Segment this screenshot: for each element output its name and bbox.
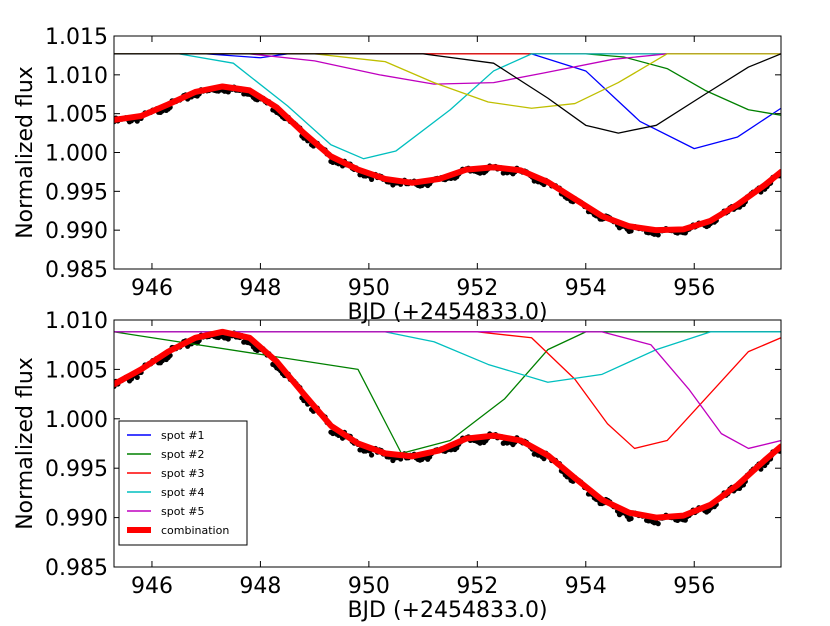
observed-point	[225, 336, 231, 342]
x-tick-label: 956	[673, 574, 715, 599]
legend-label: spot #4	[161, 486, 204, 499]
legend-label: spot #2	[161, 448, 204, 461]
x-tick-label: 952	[456, 276, 498, 301]
y-tick-label: 1.005	[45, 358, 108, 383]
y-tick-label: 0.995	[45, 180, 108, 205]
x-tick-label: 948	[239, 574, 281, 599]
legend-label: spot #3	[161, 467, 204, 480]
observed-point	[628, 515, 634, 522]
x-tick-label: 956	[673, 276, 715, 301]
observed-point	[655, 521, 661, 527]
x-tick-label: 950	[348, 574, 390, 599]
y-tick-label: 1.015	[45, 25, 108, 50]
plot-area	[114, 53, 781, 238]
x-tick-label: 946	[131, 574, 173, 599]
y-tick-label: 1.005	[45, 103, 108, 128]
x-tick-label: 950	[348, 276, 390, 301]
top-panel: 946 948 950 952 954 956 0.985 0.990 0.995 1.000 1.…	[13, 25, 782, 325]
legend-label: spot #1	[161, 429, 204, 442]
series-line-spot-3	[114, 331, 781, 450]
observed-point	[655, 232, 661, 238]
plot-area	[114, 328, 781, 527]
series-line-model-8	[114, 83, 781, 234]
series-line-model-4	[114, 53, 781, 160]
y-tick-label: 0.985	[45, 258, 108, 283]
x-axis-label: BJD (+2454833.0)	[347, 300, 547, 325]
axes-frame	[113, 319, 782, 568]
legend-box	[118, 420, 248, 546]
x-tick-label: 952	[456, 574, 498, 599]
y-tick-label: 0.985	[45, 556, 108, 581]
legend-label: combination	[161, 524, 229, 537]
x-tick-label: 954	[565, 574, 607, 599]
y-tick-label: 1.000	[45, 408, 108, 433]
series-line-model-1	[114, 53, 781, 150]
legend: spot #1 spot #2 spot #3 spot #4 spot #5 combi…	[118, 420, 248, 546]
legend-label: spot #5	[161, 505, 204, 518]
observed-data	[114, 84, 781, 238]
series-line-spot-2	[114, 331, 781, 455]
x-tick-label: 946	[131, 276, 173, 301]
y-tick-label: 1.010	[45, 309, 108, 334]
observed-point	[368, 176, 375, 183]
x-tick-label: 954	[565, 276, 607, 301]
observed-point	[368, 452, 375, 458]
series-line-spot-5	[114, 331, 781, 450]
series-line-model-5	[114, 53, 781, 85]
x-tick-label: 948	[239, 276, 281, 301]
series-line-combination	[114, 328, 781, 521]
y-tick-label: 1.010	[45, 64, 108, 89]
y-tick-label: 1.000	[45, 142, 108, 167]
y-axis-label: Normalized flux	[13, 66, 38, 239]
y-axis-label: Normalized flux	[13, 357, 38, 530]
y-tick-label: 0.990	[45, 219, 108, 244]
bottom-panel: 946 948 950 952 954 956 0.985 0.990 0.995 1.000 1.…	[13, 309, 782, 623]
y-tick-label: 0.995	[45, 457, 108, 482]
series-line-model-6	[114, 53, 781, 109]
series-line-model-7	[114, 53, 781, 134]
series-line-spot-4	[114, 331, 781, 383]
observed-point	[134, 374, 140, 380]
y-tick-label: 0.990	[45, 507, 108, 532]
series-line-model-2	[114, 53, 781, 116]
x-axis-label: BJD (+2454833.0)	[347, 598, 547, 623]
